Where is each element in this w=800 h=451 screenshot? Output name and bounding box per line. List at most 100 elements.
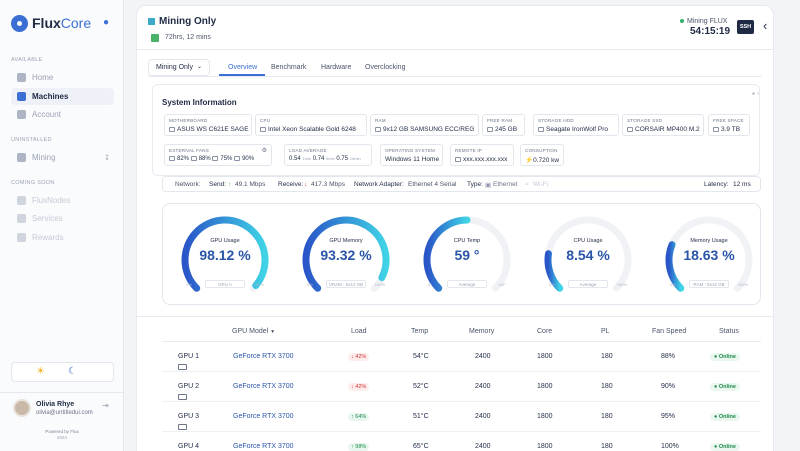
gpu-fan-speed: 95% <box>661 413 676 420</box>
gauge-max: 110° <box>498 282 506 287</box>
fan-icon <box>212 156 219 161</box>
motherboard-card: MOTHERBOARD ASUS WS C621E SAGE <box>164 114 252 136</box>
sun-icon[interactable]: ☀ <box>36 366 45 377</box>
fans-card: EXTERNAL FANS ⚙ 82% 88% 75% 90% <box>164 144 272 166</box>
gauge-arc <box>423 216 511 292</box>
gpu-core: 1800 <box>537 443 553 450</box>
gpu-id: GPU 1 <box>178 353 199 370</box>
tabs-divider <box>148 76 762 77</box>
table-top-divider <box>137 316 773 317</box>
sidebar-item-services: Services <box>11 210 114 227</box>
table-row[interactable]: GPU 1 GeForce RTX 3700 ↓ 42% 54°C 2400 1800 18… <box>162 342 761 372</box>
status-badge: ● Online <box>710 443 740 451</box>
sidebar-item-machines[interactable]: Machines <box>11 88 114 105</box>
sidebar-item-fluxnodes: FluxNodes <box>11 192 114 209</box>
theme-toggle[interactable] <box>11 362 114 382</box>
gauge-value: 8.54 % <box>566 247 610 263</box>
gpu-load: ↑ 98% <box>348 443 370 451</box>
monitor-icon <box>17 92 26 101</box>
free-space-card: FREE SPACE 3.9 TB <box>708 114 750 136</box>
gpu-icon <box>178 364 187 370</box>
flux-logo-icon <box>11 15 28 32</box>
gpu-model[interactable]: GeForce RTX 3700 <box>233 443 294 450</box>
page-title: Mining Only <box>159 16 217 27</box>
gauge-label: GPU Memory <box>329 238 363 244</box>
consumption-card: CONSUPTION ⚡0.720 kw <box>520 144 564 166</box>
gauge-max: 100% <box>737 282 748 287</box>
gpu-core: 1800 <box>537 413 553 420</box>
gpu-load: ↓ 42% <box>348 353 370 361</box>
sidebar-item-account[interactable]: Account <box>11 106 114 123</box>
sidebar-item-home[interactable]: Home <box>11 69 114 86</box>
user-icon <box>17 110 26 119</box>
system-info-title: System Information <box>162 98 237 107</box>
uptime-icon <box>151 34 159 42</box>
gpu-model[interactable]: GeForce RTX 3700 <box>233 353 294 360</box>
app-logo[interactable]: FluxCore <box>32 15 92 31</box>
gauge-value: 18.63 % <box>683 247 735 263</box>
tab-hardware[interactable]: Hardware <box>321 64 352 71</box>
hdd-icon <box>538 127 544 132</box>
gauge-min: 0% <box>186 282 192 287</box>
notification-bell-icon[interactable]: ● <box>103 17 110 28</box>
table-row[interactable]: GPU 3 GeForce RTX 3700 ↑ 64% 51°C 2400 1800 18… <box>162 402 761 432</box>
table-row[interactable]: GPU 4 GeForce RTX 3700 ↑ 98% 65°C 2400 1800 18… <box>162 432 761 451</box>
gauge-max: 100% <box>253 282 264 287</box>
pickaxe-icon <box>17 153 26 162</box>
gpu-model[interactable]: GeForce RTX 3700 <box>233 413 294 420</box>
home-icon <box>17 73 26 82</box>
network-type-wifi: Wi-Fi <box>533 181 549 188</box>
gear-icon[interactable]: ⚙ <box>261 148 267 154</box>
user-email: olivia@untitledui.com <box>36 410 93 416</box>
latency-value: 12 ms <box>733 181 751 188</box>
sidebar-divider <box>0 392 124 393</box>
cpu-icon <box>260 127 266 132</box>
gpu-temp: 54°C <box>413 353 429 360</box>
mode-dropdown[interactable]: Mining Only ⌄ <box>148 59 210 76</box>
tab-active-indicator <box>219 74 265 76</box>
gauge-label: Memory Usage <box>690 238 728 244</box>
gauge-min: 0% <box>549 282 555 287</box>
ssh-button[interactable]: SSH <box>737 20 754 34</box>
gauge-min: 0° <box>428 282 432 287</box>
tab-overview[interactable]: Overview <box>228 64 258 71</box>
header-divider <box>137 49 773 50</box>
chevron-down-icon: ⌄ <box>196 64 202 70</box>
gauge-arc <box>665 216 753 292</box>
gpu-temp: 51°C <box>413 413 429 420</box>
gpu-model[interactable]: GeForce RTX 3700 <box>233 383 294 390</box>
download-icon[interactable]: ↧ <box>104 154 110 162</box>
sidebar-item-rewards: Rewards <box>11 229 114 246</box>
gauge-value: 98.12 % <box>199 247 251 263</box>
gauge-min: 0% <box>670 282 676 287</box>
tab-benchmark[interactable]: Benchmark <box>271 64 307 71</box>
gauge-fill <box>423 216 471 292</box>
table-row[interactable]: GPU 2 GeForce RTX 3700 ↓ 42% 52°C 2400 1800 18… <box>162 372 761 402</box>
network-adapter: Ethernet 4 Serial <box>408 181 457 188</box>
mining-status: Mining FLUX <box>680 18 727 25</box>
pager-dots[interactable]: ● ○ <box>752 91 760 97</box>
logout-icon[interactable]: ⇥ <box>102 401 109 410</box>
gauge-gpu-memory: GPU Memory 93.32 % VRAM : 5x12 GB 0% 100% <box>298 212 394 294</box>
gpu-id: GPU 3 <box>178 413 199 430</box>
section-label-available: AVAILABLE <box>11 57 43 63</box>
header-gpu-model[interactable]: GPU Model ▼ <box>232 328 276 335</box>
tab-overclocking[interactable]: Overclocking <box>365 64 406 71</box>
gpu-core: 1800 <box>537 353 553 360</box>
avatar[interactable] <box>13 399 31 417</box>
ram-card: RAM 9x12 GB SAMSUNG ECC/REG <box>370 114 479 136</box>
gpu-temp: 65°C <box>413 443 429 450</box>
machine-icon <box>148 18 155 25</box>
ethernet-icon: ▣ <box>485 182 492 189</box>
gauge-label: GPU Usage <box>210 238 240 244</box>
gauge-value: 59 ° <box>454 247 480 263</box>
send-speed: 49.1 Mbps <box>235 181 266 188</box>
gauge-fill <box>665 241 685 292</box>
sidebar-item-mining[interactable]: Mining ↧ <box>11 149 114 166</box>
moon-icon[interactable]: ☾ <box>68 366 77 377</box>
gauge-sublabel: RAM : 5x12 GB <box>689 280 729 288</box>
header-core: Core <box>537 328 553 335</box>
gauge-sublabel: VRAM : 5x12 GB <box>326 280 366 288</box>
gauge-gpu-usage: GPU Usage 98.12 % GPU A 0% 100% <box>177 212 273 294</box>
chevron-left-icon[interactable]: ‹ <box>763 18 768 33</box>
